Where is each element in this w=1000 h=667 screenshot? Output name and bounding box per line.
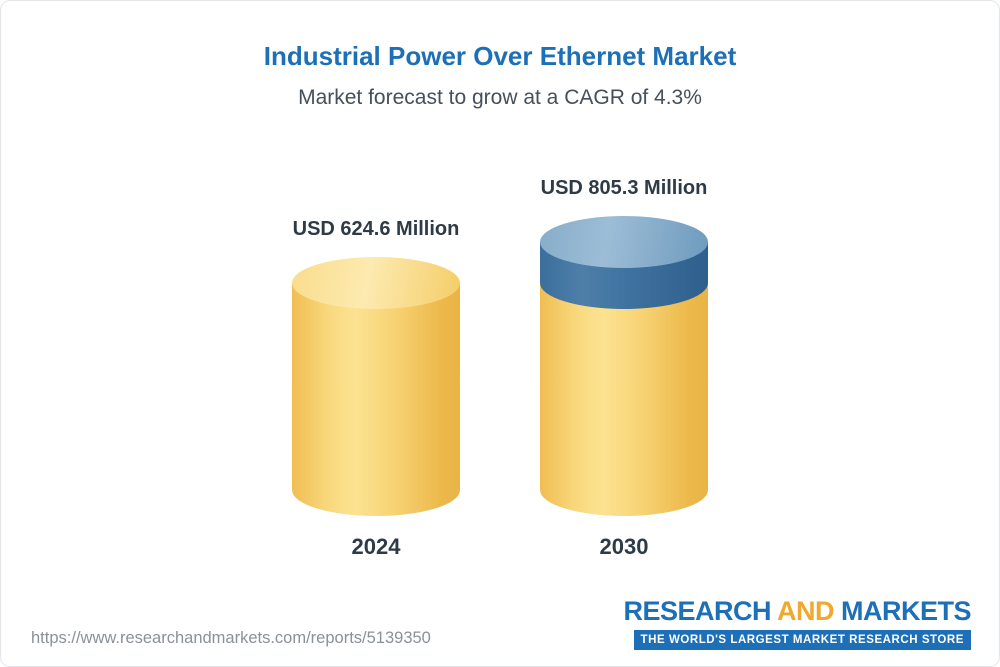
cylinder-body-2024 [292, 283, 460, 516]
bar-2030: USD 805.3 Million 2030 [540, 177, 708, 560]
logo-word-and: AND [777, 596, 835, 626]
category-label-2024: 2024 [351, 534, 401, 559]
cylinder-base-segment-2030 [540, 283, 708, 516]
logo-wordmark: RESEARCH AND MARKETS [623, 598, 971, 625]
logo-word-research: RESEARCH [623, 596, 777, 626]
footer: https://www.researchandmarkets.com/repor… [31, 598, 972, 650]
cylinder-bar-chart: USD 624.6 Million 2024 USD 805.3 Million… [1, 120, 999, 560]
category-label-2030: 2030 [599, 534, 649, 559]
chart-subtitle: Market forecast to grow at a CAGR of 4.3… [298, 86, 702, 109]
cylinder-top-2030 [540, 216, 708, 268]
report-url[interactable]: https://www.researchandmarkets.com/repor… [31, 629, 431, 647]
value-label-2030: USD 805.3 Million [540, 177, 708, 199]
logo-word-markets: MARKETS [834, 596, 972, 626]
page-title: Industrial Power Over Ethernet Market [263, 41, 737, 71]
cylinder-2024 [292, 257, 460, 516]
bar-2024: USD 624.6 Million 2024 [292, 218, 460, 560]
value-label-2024: USD 624.6 Million [292, 218, 460, 240]
research-and-markets-logo: RESEARCH AND MARKETS THE WORLD'S LARGEST… [623, 598, 972, 650]
chart-header: Industrial Power Over Ethernet Market Ma… [1, 1, 999, 110]
logo-tagline: THE WORLD'S LARGEST MARKET RESEARCH STOR… [633, 630, 971, 650]
cylinder-2030 [540, 216, 708, 516]
cylinder-top-2024 [292, 257, 460, 309]
